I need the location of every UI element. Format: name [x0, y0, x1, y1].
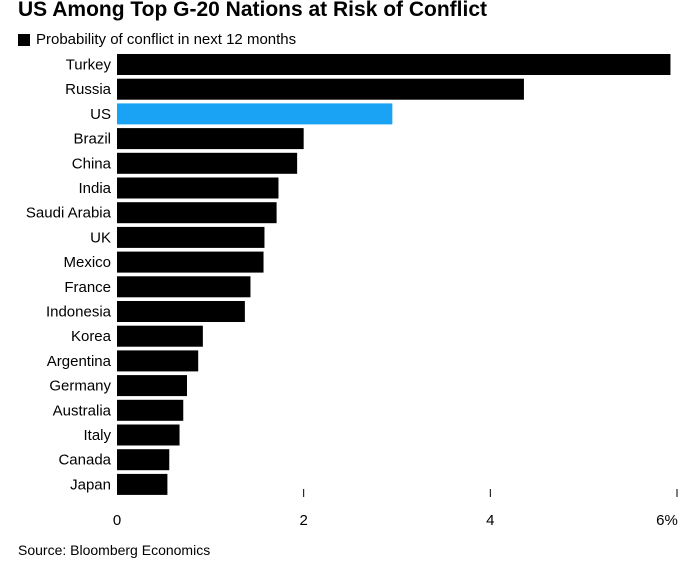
category-label: Germany [49, 378, 111, 395]
category-label: Australia [53, 402, 112, 419]
bar [117, 251, 264, 273]
category-label: Russia [65, 81, 112, 98]
category-label: Turkey [66, 57, 112, 74]
bar [117, 449, 170, 471]
bar [117, 78, 524, 100]
bar [117, 276, 251, 298]
category-label: Mexico [63, 254, 111, 271]
bar-chart: Turkey Russia US Brazil China India Saudi Arab… [26, 54, 678, 529]
category-label: Japan [70, 476, 111, 493]
legend: Probability of conflict in next 12 month… [18, 31, 296, 48]
category-label: UK [90, 229, 111, 246]
category-label: Korea [71, 328, 112, 345]
bar [117, 177, 279, 199]
bar [117, 103, 393, 125]
legend-swatch [18, 33, 30, 46]
category-label: France [64, 279, 111, 296]
bar [117, 202, 277, 224]
x-tick-label: 0 [113, 512, 121, 529]
bar [117, 473, 168, 495]
category-label: Argentina [47, 353, 112, 370]
bar [117, 128, 304, 150]
x-tick-label: 6% [656, 512, 678, 529]
bar [117, 375, 187, 397]
category-label: Italy [83, 427, 111, 444]
category-label: Saudi Arabia [26, 205, 112, 222]
category-label: India [78, 180, 111, 197]
bar [117, 350, 199, 372]
bar [117, 325, 203, 347]
x-tick-label: 4 [486, 512, 494, 529]
category-label: US [90, 106, 111, 123]
chart-title: US Among Top G-20 Nations at Risk of Con… [18, 0, 488, 21]
x-tick-label: 2 [299, 512, 307, 529]
category-label: Canada [58, 452, 111, 469]
source-note: Source: Bloomberg Economics [18, 542, 211, 558]
bar [117, 424, 180, 446]
bar [117, 54, 671, 75]
category-label: Indonesia [46, 304, 112, 321]
bar [117, 301, 245, 322]
legend-label: Probability of conflict in next 12 month… [36, 31, 297, 48]
category-label: China [72, 155, 112, 172]
bar [117, 399, 184, 421]
bar [117, 226, 265, 248]
category-label: Brazil [73, 131, 111, 148]
bar [117, 152, 298, 174]
